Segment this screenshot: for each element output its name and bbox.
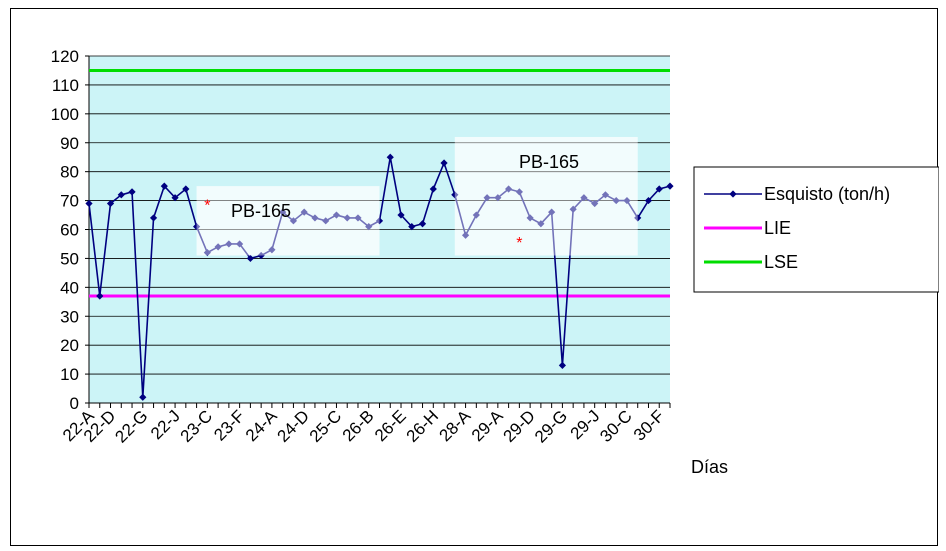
- x-tick-label: 30-C: [596, 406, 635, 445]
- data-point: [160, 182, 168, 190]
- data-point: [182, 185, 190, 193]
- data-point: [591, 199, 599, 208]
- data-point: [106, 199, 115, 208]
- data-point: [203, 249, 211, 257]
- x-tick-label: 24-A: [242, 406, 281, 445]
- data-point: [451, 191, 459, 199]
- data-point: [322, 217, 330, 225]
- y-tick-label: 40: [60, 278, 79, 297]
- x-tick-label: 29-G: [531, 406, 571, 446]
- legend-label-0: Esquisto (ton/h): [764, 184, 890, 204]
- data-point: [289, 217, 298, 225]
- data-point: [225, 240, 233, 248]
- data-point: [601, 191, 610, 199]
- y-tick-label: 10: [60, 365, 79, 384]
- data-point: [515, 188, 523, 196]
- data-point: [192, 223, 201, 231]
- x-tick-label: 26-E: [371, 406, 410, 445]
- data-point: [612, 196, 620, 205]
- x-tick-label: 30-F: [630, 406, 668, 444]
- data-point: [548, 208, 556, 216]
- data-point: [343, 214, 351, 222]
- asterisk-marker-0: *: [204, 198, 210, 215]
- data-point: [96, 292, 104, 300]
- data-point: [429, 185, 437, 193]
- x-tick-label: 25-C: [306, 406, 345, 445]
- x-tick-label: 29-A: [468, 406, 507, 445]
- data-point: [311, 214, 319, 222]
- data-point: [666, 182, 674, 190]
- x-tick-label: 22-J: [147, 406, 184, 443]
- y-tick-label: 50: [60, 249, 79, 268]
- asterisk-marker-1: *: [516, 235, 522, 252]
- y-tick-label: 90: [60, 134, 79, 153]
- data-point: [117, 191, 125, 199]
- data-point: [85, 199, 93, 208]
- x-tick-label: 29-D: [499, 406, 538, 445]
- data-point: [397, 211, 405, 219]
- x-tick-label: 26-H: [403, 406, 442, 445]
- x-tick-label: 28-A: [436, 406, 475, 445]
- y-tick-label: 30: [60, 307, 79, 326]
- data-point: [332, 211, 341, 219]
- data-point: [300, 208, 308, 216]
- legend-label-2: LSE: [764, 252, 798, 272]
- data-point: [483, 194, 491, 202]
- legend-label-1: LIE: [764, 218, 791, 238]
- x-tick-label: 26-B: [339, 406, 378, 445]
- data-point: [128, 188, 136, 196]
- data-point: [494, 194, 502, 202]
- annotation-overlay-1: [454, 136, 638, 256]
- data-point: [526, 214, 534, 222]
- x-tick-label: 23-F: [210, 406, 248, 444]
- y-tick-label: 20: [60, 336, 79, 355]
- data-point: [634, 214, 642, 222]
- data-point: [580, 194, 588, 202]
- x-tick-label: 22-G: [111, 406, 151, 446]
- data-point: [214, 243, 222, 251]
- y-tick-label: 0: [70, 394, 79, 413]
- data-point: [354, 214, 362, 222]
- data-point: [236, 240, 244, 248]
- y-tick-label: 60: [60, 221, 79, 240]
- data-point: [268, 246, 276, 254]
- legend-marker-0: [729, 190, 737, 198]
- data-point: [365, 223, 373, 231]
- annotation-label-1: PB-165: [519, 152, 579, 172]
- data-point: [472, 211, 480, 219]
- chart-frame: 0 10 20 30 40 50 60 70 80 90 100 110 120 22-A 22-D 22-G…: [10, 8, 939, 546]
- y-tick-label: 80: [60, 163, 79, 182]
- data-point: [440, 159, 448, 167]
- x-axis-title: Días: [691, 457, 728, 477]
- data-point: [644, 196, 653, 205]
- data-point: [418, 220, 427, 228]
- data-point: [655, 185, 663, 193]
- data-point: [623, 196, 631, 205]
- data-point: [569, 205, 577, 213]
- annotation-overlay-0: [196, 186, 380, 256]
- x-tick-label: 24-D: [274, 406, 313, 445]
- data-point: [149, 214, 158, 222]
- y-tick-label: 120: [51, 47, 79, 66]
- annotation-label-0: PB-165: [231, 201, 291, 221]
- data-point: [537, 220, 545, 228]
- data-point: [279, 208, 287, 216]
- data-point: [558, 361, 567, 370]
- data-point: [375, 217, 384, 225]
- y-tick-label: 70: [60, 192, 79, 211]
- x-tick-label: 23-C: [177, 406, 216, 445]
- x-tick-label: 29-J: [567, 406, 604, 443]
- data-point: [386, 153, 394, 161]
- data-point: [139, 393, 147, 401]
- line-chart: 010203040506070809010011012022-A22-D22-G…: [51, 47, 939, 477]
- data-point: [505, 185, 513, 193]
- data-point: [171, 194, 179, 202]
- data-point: [461, 231, 470, 239]
- y-tick-label: 100: [51, 105, 79, 124]
- y-tick-label: 110: [52, 76, 79, 95]
- data-point: [408, 223, 416, 231]
